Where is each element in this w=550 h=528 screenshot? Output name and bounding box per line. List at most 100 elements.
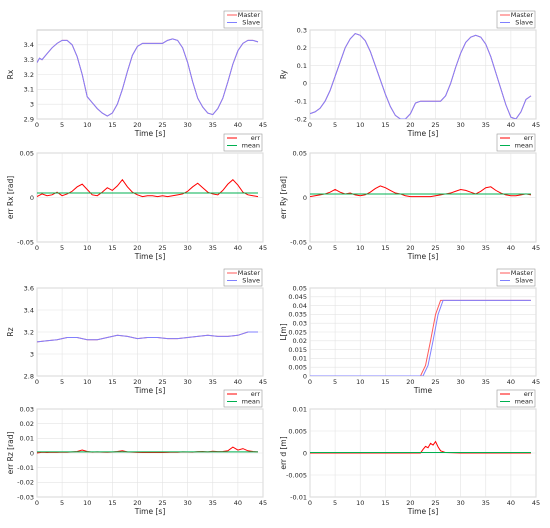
chart-rx: 0 5 10 15 20 25 30 35 40 45 2.9 3 3.1 3.2 3.3 3.4 Time […	[6, 10, 267, 138]
y-axis-label: err Rz [rad]	[6, 431, 15, 474]
y-tick-label: 0.025	[288, 328, 307, 336]
x-tick-label: 45	[259, 121, 267, 129]
y-tick-label: 2.8	[24, 372, 34, 380]
y-tick-label: 0.04	[293, 302, 307, 310]
x-tick-label: 15	[108, 378, 116, 386]
y-tick-label: -0.2	[294, 115, 307, 123]
x-tick-label: 40	[234, 244, 242, 252]
x-tick-label: 0	[308, 121, 312, 129]
x-axis-label: Time [s]	[134, 129, 166, 138]
x-tick-label: 35	[482, 378, 490, 386]
series-line-slave	[37, 331, 258, 343]
x-tick-label: 0	[35, 499, 39, 507]
x-tick-label: 30	[184, 499, 192, 507]
legend-label: Master	[238, 269, 261, 277]
y-tick-label: 0	[303, 372, 307, 380]
chart-ry: 0 5 10 15 20 25 30 35 40 45 -0.2 -0.1 0 0.1 0.2 0.3 Time…	[279, 10, 540, 138]
x-tick-label: 15	[381, 121, 389, 129]
y-axis-label: Rz	[6, 327, 15, 336]
x-axis-label: Time [s]	[134, 386, 166, 395]
x-tick-label: 40	[234, 378, 242, 386]
x-tick-label: 15	[108, 121, 116, 129]
legend-label: mean	[242, 142, 260, 150]
x-tick-label: 30	[184, 121, 192, 129]
plot-frame	[309, 29, 537, 120]
y-tick-label: -0.1	[294, 98, 307, 106]
legend-label: Slave	[242, 277, 260, 285]
x-tick-label: 40	[507, 121, 515, 129]
x-tick-label: 5	[60, 499, 64, 507]
x-tick-label: 45	[532, 121, 540, 129]
y-tick-label: 0.005	[288, 427, 307, 435]
legend-label: mean	[515, 142, 533, 150]
series-line-slave	[310, 32, 532, 119]
y-tick-label: 0.015	[288, 346, 307, 354]
x-tick-label: 30	[184, 244, 192, 252]
y-tick-label: -0.02	[17, 479, 34, 487]
x-tick-label: 40	[234, 499, 242, 507]
x-tick-label: 5	[60, 121, 64, 129]
x-tick-label: 10	[356, 499, 364, 507]
x-tick-label: 45	[532, 499, 540, 507]
x-tick-label: 30	[184, 378, 192, 386]
legend-label: mean	[242, 398, 260, 406]
x-tick-label: 20	[406, 121, 414, 129]
x-axis-label: Time	[413, 386, 433, 395]
x-tick-label: 10	[356, 121, 364, 129]
x-tick-label: 10	[356, 378, 364, 386]
x-tick-label: 25	[158, 244, 166, 252]
x-tick-label: 40	[507, 499, 515, 507]
x-axis-label: Time [s]	[134, 507, 166, 516]
y-tick-label: 0.03	[293, 320, 307, 328]
chart-l: 0 5 10 15 20 25 30 35 40 4500.0050.010.0150.020.0…	[279, 268, 540, 395]
y-axis-label: Ry	[279, 69, 288, 79]
legend-label: Slave	[515, 19, 533, 27]
x-axis-label: Time [s]	[134, 252, 166, 261]
x-tick-label: 10	[83, 121, 91, 129]
x-tick-label: 10	[83, 244, 91, 252]
y-tick-label: 3	[30, 350, 34, 358]
y-tick-label: 0.1	[297, 62, 307, 70]
y-tick-label: 3.6	[24, 284, 34, 292]
legend-label: Slave	[242, 19, 260, 27]
x-tick-label: 10	[83, 499, 91, 507]
series-line-slave	[310, 299, 531, 376]
y-tick-label: 0.05	[293, 149, 307, 157]
y-tick-label: -0.05	[290, 238, 307, 246]
x-tick-label: 30	[457, 378, 465, 386]
x-tick-label: 25	[431, 244, 439, 252]
x-tick-label: 20	[406, 499, 414, 507]
y-axis-label: err Ry [rad]	[279, 176, 288, 219]
legend-label: mean	[515, 398, 533, 406]
legend-label: err	[251, 134, 261, 142]
y-tick-label: 3.2	[24, 328, 34, 336]
y-tick-label: -0.01	[290, 493, 307, 501]
x-tick-label: 40	[507, 244, 515, 252]
x-tick-label: 15	[108, 499, 116, 507]
x-tick-label: 35	[482, 121, 490, 129]
x-tick-label: 25	[431, 121, 439, 129]
legend-label: Master	[511, 269, 534, 277]
x-tick-label: 15	[381, 244, 389, 252]
legend-label: err	[524, 390, 534, 398]
y-tick-label: 0	[30, 449, 34, 457]
y-tick-label: 0	[30, 194, 34, 202]
x-tick-label: 25	[158, 499, 166, 507]
x-tick-label: 35	[209, 244, 217, 252]
y-tick-label: 0.045	[288, 293, 307, 301]
y-tick-label: 0.05	[20, 149, 34, 157]
x-tick-label: 45	[259, 378, 267, 386]
x-tick-label: 10	[356, 244, 364, 252]
x-tick-label: 15	[381, 378, 389, 386]
y-tick-label: 0.02	[293, 337, 307, 345]
y-tick-label: 0.02	[20, 420, 34, 428]
y-tick-label: 0.005	[288, 364, 307, 372]
chart-err-rz: 0 5 10 15 20 25 30 35 40 45 -0.03 -0.02 -0.01 0 0.01 0.…	[6, 389, 267, 516]
x-tick-label: 15	[381, 499, 389, 507]
